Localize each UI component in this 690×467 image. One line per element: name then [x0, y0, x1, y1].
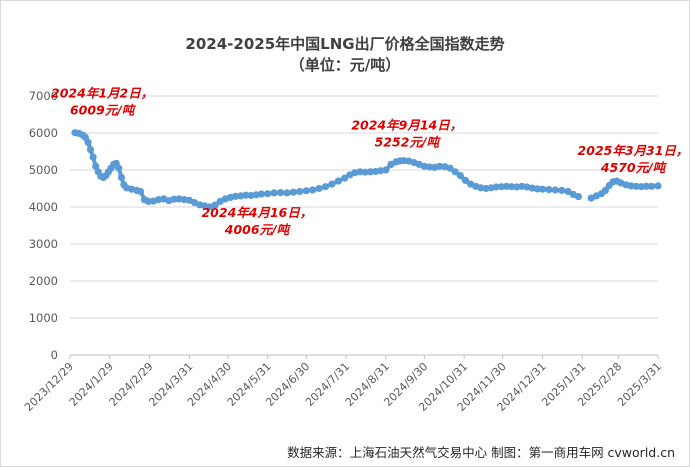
- data-point: [366, 168, 374, 176]
- annotation-value: 4006元/吨: [224, 222, 292, 237]
- data-point: [117, 173, 125, 181]
- data-point: [446, 164, 454, 172]
- chart-title: 2024-2025年中国LNG出厂价格全国指数走势: [185, 35, 504, 53]
- data-point: [436, 162, 444, 170]
- y-tick-label: 6000: [29, 126, 58, 140]
- y-axis-ticks: 0 1000 2000 3000 4000 5000 6000 7000: [29, 89, 58, 362]
- data-point: [296, 187, 304, 196]
- data-point: [545, 186, 553, 194]
- series-lng-index: [71, 129, 662, 211]
- data-point: [84, 138, 92, 146]
- data-point: [627, 182, 635, 190]
- data-point: [654, 182, 662, 190]
- y-tick-label: 0: [51, 348, 58, 362]
- source-note: 数据来源：上海石油天然气交易中心 制图：第一商用车网 cvworld.cn: [287, 445, 675, 460]
- data-point: [334, 177, 342, 185]
- data-point: [451, 168, 459, 176]
- data-point: [642, 182, 651, 190]
- annotation-date: 2024年1月2日，: [51, 86, 153, 101]
- annotation-date: 2025年3月31日，: [578, 143, 689, 158]
- y-tick-label: 3000: [29, 237, 58, 251]
- annotations: 2024年1月2日， 6009元/吨 2024年4月16日， 4006元/吨 2024年…: [51, 86, 688, 237]
- data-point: [283, 189, 291, 197]
- data-point: [270, 189, 278, 197]
- data-point: [144, 197, 152, 205]
- data-point: [551, 186, 559, 194]
- data-point: [211, 201, 219, 209]
- data-point: [242, 191, 250, 199]
- data-point: [533, 185, 541, 193]
- y-tick-label: 1000: [29, 311, 58, 325]
- data-point: [508, 183, 516, 191]
- data-point: [538, 185, 547, 193]
- annotation-value: 4570元/吨: [600, 160, 668, 175]
- data-point: [601, 186, 610, 194]
- y-tick-label: 2000: [29, 274, 58, 288]
- data-point: [86, 146, 95, 154]
- data-point: [321, 183, 330, 191]
- data-point: [89, 153, 97, 161]
- data-point: [648, 182, 656, 190]
- chart-subtitle: （单位：元/吨）: [290, 56, 400, 74]
- data-point: [289, 188, 297, 196]
- data-point: [341, 174, 349, 182]
- data-point: [232, 192, 240, 200]
- y-tick-label: 5000: [29, 163, 58, 177]
- data-point: [328, 180, 336, 188]
- data-point: [558, 186, 566, 194]
- data-point: [492, 183, 500, 191]
- y-tick-label: 7000: [29, 89, 58, 103]
- annotation-value: 6009元/吨: [70, 103, 137, 118]
- data-point: [302, 187, 310, 195]
- data-point: [170, 195, 178, 203]
- data-point: [92, 162, 100, 170]
- data-point: [115, 164, 123, 172]
- data-point: [277, 189, 285, 197]
- data-point: [257, 190, 265, 198]
- data-point: [456, 172, 464, 180]
- data-point: [309, 186, 317, 194]
- data-point: [574, 193, 583, 201]
- annotation-date: 2024年4月16日，: [201, 205, 312, 220]
- y-tick-label: 4000: [29, 200, 58, 214]
- data-point: [315, 184, 323, 193]
- data-point: [137, 187, 145, 196]
- data-point: [356, 168, 364, 176]
- annotation-value: 5252元/吨: [375, 135, 442, 150]
- annotation-date: 2024年9月14日，: [351, 118, 462, 133]
- data-point: [461, 176, 469, 184]
- data-point: [264, 190, 272, 198]
- data-point: [382, 166, 390, 174]
